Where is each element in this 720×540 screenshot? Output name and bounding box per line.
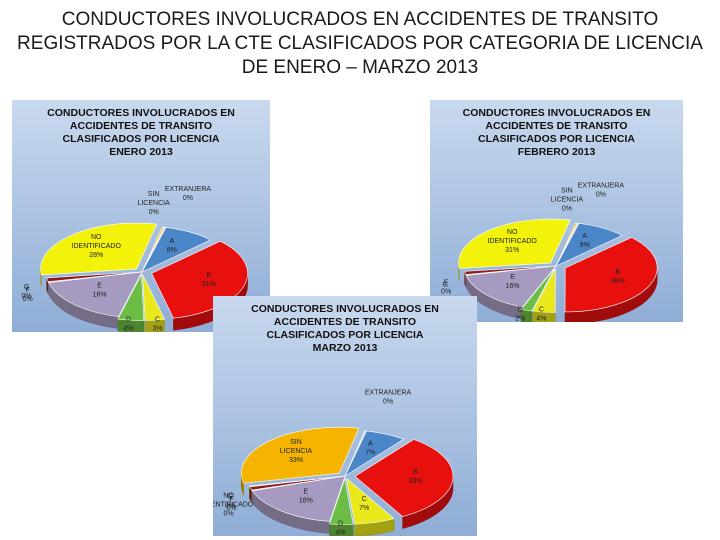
slice-label-b: B 33% xyxy=(409,469,423,485)
slice-label-g: G 0% xyxy=(22,284,32,300)
slide-title-line-3: DE ENERO – MARZO 2013 xyxy=(241,57,479,78)
pie-slice-e xyxy=(465,265,557,308)
chart-title-line: CLASIFICADOS POR LICENCIA xyxy=(478,133,635,145)
slice-label-c: C 4% xyxy=(536,307,546,323)
slice-label-d: D 4% xyxy=(123,317,133,333)
slice-label-f: F 0% xyxy=(226,496,236,512)
slice-label-b: B 31% xyxy=(202,272,216,288)
slice-label-sin-licencia: SIN LICENCIA 0% xyxy=(551,188,584,213)
pie-slice-no-identificado xyxy=(40,222,158,276)
pie-slice-b xyxy=(564,237,658,313)
pie-slice-b xyxy=(354,439,454,517)
slice-label-g: G xyxy=(442,282,447,289)
slice-label-extranjera: EXTRANJERA 0% xyxy=(165,186,212,202)
slice-label-e: E 16% xyxy=(506,274,520,290)
slice-label-a: A 9% xyxy=(580,233,590,249)
slice-label-extranjera: EXTRANJERA 0% xyxy=(578,182,625,198)
pie-slice-d xyxy=(117,273,145,321)
chart-title-line: CONDUCTORES INVOLUCRADOS EN xyxy=(47,107,235,119)
chart-panel-enero: CONDUCTORES INVOLUCRADOS EN ACCIDENTES DE… xyxy=(12,100,270,332)
slice-label-b: B 38% xyxy=(611,269,625,285)
slice-label-sin-licencia: SIN LICENCIA 0% xyxy=(137,191,170,216)
slice-label-e: E 16% xyxy=(93,282,107,298)
pie-slice-c xyxy=(142,274,165,321)
pie-slice-extranjera xyxy=(555,222,580,267)
pie-slice-no-identificado xyxy=(248,475,346,488)
pie-slice-extranjera xyxy=(344,430,367,477)
slice-label-g: G 0% xyxy=(225,494,235,510)
pie-slice-extranjera xyxy=(141,226,167,273)
chart-title-line: CLASIFICADOS POR LICENCIA xyxy=(267,329,424,341)
slide-title-line-1: CONDUCTORES INVOLUCRADOS EN ACCIDENTES D… xyxy=(61,9,659,30)
chart-title-line: CLASIFICADOS POR LICENCIA xyxy=(63,133,220,145)
pie-slice-no-identificado xyxy=(458,218,571,269)
slice-label-f: F 0% xyxy=(441,279,451,295)
chart-title-line: ACCIDENTES DE TRANSITO xyxy=(70,120,212,132)
chart-title-line: FEBRERO 2013 xyxy=(518,146,596,158)
slice-label-d: D 2% xyxy=(515,307,525,323)
chart-title-line: ENERO 2013 xyxy=(109,146,173,158)
pie-slice-sin-licencia xyxy=(241,426,360,484)
pie-slice-d xyxy=(520,268,555,312)
pie-slice-g xyxy=(46,271,143,282)
slice-label-f: F 0% xyxy=(23,287,33,303)
slice-label-no-identificado: NO IDENTIFICADO 31% xyxy=(487,229,537,254)
pie-slice-d xyxy=(329,478,354,525)
chart-title-line: CONDUCTORES INVOLUCRADOS EN xyxy=(251,303,439,315)
pie-slice-c xyxy=(532,268,556,313)
chart-panel-febrero: CONDUCTORES INVOLUCRADOS EN ACCIDENTES DE… xyxy=(430,100,683,322)
chart-title-line: MARZO 2013 xyxy=(313,342,378,354)
slice-label-a: A 8% xyxy=(167,238,177,254)
pie-slice-g xyxy=(464,265,557,275)
slice-label-c: C 7% xyxy=(359,496,369,512)
pie-slice-e xyxy=(48,271,143,317)
slice-label-no-identificado: NO IDENTIFICADO 28% xyxy=(72,234,122,259)
chart-panel-marzo: CONDUCTORES INVOLUCRADOS EN ACCIDENTES DE… xyxy=(213,296,477,536)
chart-title-line: ACCIDENTES DE TRANSITO xyxy=(274,316,416,328)
slice-label-extranjera: EXTRANJERA 0% xyxy=(365,390,412,406)
slide-title-line-2: REGISTRADOS POR LA CTE CLASIFICADOS POR … xyxy=(17,33,703,54)
chart-title-line: ACCIDENTES DE TRANSITO xyxy=(485,120,627,132)
slice-label-c: C 3% xyxy=(152,317,162,333)
chart-title-line: CONDUCTORES INVOLUCRADOS EN xyxy=(463,107,651,119)
slide-title: CONDUCTORES INVOLUCRADOS EN ACCIDENTES D… xyxy=(0,8,720,80)
slice-label-d: D 4% xyxy=(335,521,345,537)
slice-label-no-identificado: NOIDENTIFICADO0% xyxy=(213,493,254,518)
slice-label-a: A 7% xyxy=(365,441,375,457)
slice-label-e: E 18% xyxy=(299,488,313,504)
pie-slice-c xyxy=(346,477,395,525)
slice-label-sin-licencia: SIN LICENCIA 33% xyxy=(280,439,313,464)
